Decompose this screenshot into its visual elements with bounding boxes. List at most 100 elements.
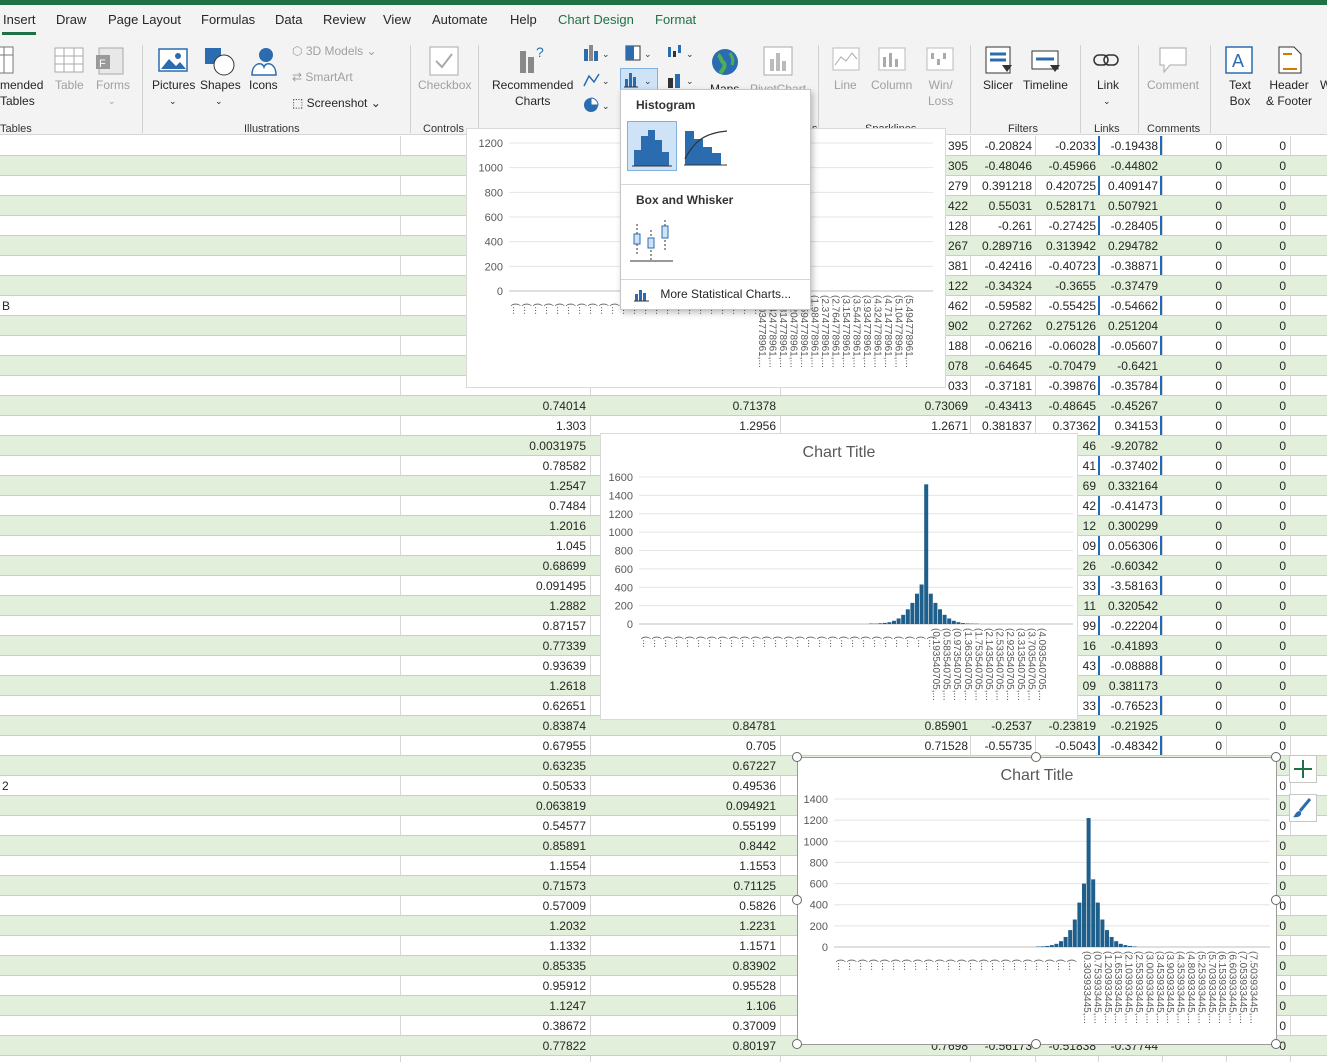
chart-2-title[interactable]: Chart Title [802,444,876,461]
cell[interactable]: 0.381173 [1108,679,1158,693]
cell[interactable]: 0 [1279,739,1286,753]
cell[interactable]: -0.55735 [984,739,1032,753]
cell[interactable]: 0.50533 [542,779,586,793]
cell[interactable]: 1.1571 [739,939,776,953]
cell[interactable]: -0.59582 [984,299,1032,313]
cell[interactable]: 1.2956 [739,419,776,433]
cell[interactable]: 09 [1082,679,1096,693]
timeline-button[interactable]: Timeline [1023,78,1068,92]
cell[interactable]: 0 [1215,499,1222,513]
cell[interactable]: 0 [1279,779,1286,793]
cell[interactable]: 69 [1082,479,1096,493]
cell[interactable]: -0.41893 [1110,639,1158,653]
cell[interactable]: 0.77339 [542,639,586,653]
cell[interactable]: 0.71125 [733,879,777,893]
cell[interactable]: 0 [1215,599,1222,613]
cell[interactable]: 0.063819 [535,799,586,813]
cell[interactable]: -0.37402 [1110,459,1158,473]
cell[interactable]: 0.8442 [739,839,776,853]
header-footer-button[interactable]: Header & Footer [1266,77,1312,109]
cell[interactable]: 42 [1082,499,1096,513]
cell[interactable]: -0.43413 [984,399,1032,413]
column-chart-icon[interactable]: ⌄ [582,43,612,68]
chart-styles-button[interactable] [1289,794,1317,822]
cell[interactable]: 0.705 [745,739,776,753]
cell[interactable]: 26 [1082,559,1096,573]
cell[interactable]: 1.1332 [549,939,586,953]
cell[interactable]: 0 [1279,879,1286,893]
histogram-chart-3[interactable]: Chart Title 1400 1200 1000 800 600 400 200 0 (..… [797,757,1277,1045]
box-whisker-option[interactable] [627,216,677,266]
slicer-button[interactable]: Slicer [983,78,1014,92]
line-chart-icon[interactable]: ⌄ [582,70,612,95]
cell[interactable]: 0.73069 [924,399,968,413]
cell[interactable]: 1.045 [555,539,586,553]
cell[interactable]: -0.54662 [1110,299,1158,313]
cell[interactable]: 0 [1279,679,1286,693]
cell[interactable]: 0.34153 [1114,419,1158,433]
cell[interactable]: 0 [1215,179,1222,193]
cell[interactable]: 1.303 [555,419,586,433]
cell[interactable]: 0.71573 [542,879,586,893]
cell[interactable]: 0 [1279,299,1286,313]
pareto-option[interactable] [681,121,731,171]
cell[interactable]: 0 [1215,539,1222,553]
cell[interactable]: 0 [1279,239,1286,253]
screenshot-button[interactable]: ⬚ Screenshot ⌄ [292,96,381,110]
cell[interactable]: 0 [1215,159,1222,173]
cell[interactable]: 16 [1082,639,1096,653]
cell[interactable]: 0 [1279,519,1286,533]
cell[interactable]: 0.507921 [1107,199,1158,213]
cell[interactable]: 0.409147 [1107,179,1158,193]
cell[interactable]: 0 [1279,359,1286,373]
resize-handle-right[interactable] [1271,895,1281,905]
cell[interactable]: 0.0031975 [529,439,586,453]
cell[interactable]: -0.40723 [1048,259,1096,273]
cell[interactable]: 1.2618 [549,679,586,693]
cell[interactable]: 122 [947,279,968,293]
cell[interactable]: 0.091495 [535,579,586,593]
cell[interactable]: 41 [1082,459,1096,473]
cell[interactable]: 0 [1279,499,1286,513]
cell[interactable]: 0 [1279,579,1286,593]
cell[interactable]: 0 [1279,179,1286,193]
cell[interactable]: 902 [947,319,968,333]
tab-automate[interactable]: Automate [432,12,488,27]
cell[interactable]: -0.05607 [1110,339,1158,353]
cell[interactable]: 0.77822 [542,1039,586,1053]
cell[interactable]: 0.37009 [732,1019,776,1033]
cell[interactable]: 11 [1083,599,1096,613]
cell[interactable]: -0.48046 [984,159,1032,173]
cell[interactable]: -3.58163 [1110,579,1158,593]
cell[interactable]: 1.2231 [739,919,776,933]
cell[interactable]: 0 [1279,379,1286,393]
icons-button[interactable]: Icons [249,78,278,92]
sparkline-column-button[interactable]: Column [871,78,913,92]
cell[interactable]: -0.06028 [1048,339,1096,353]
cell[interactable]: 1.2016 [549,519,586,533]
cell[interactable]: 0 [1215,699,1222,713]
smartart-button[interactable]: ⇄ SmartArt [292,69,353,85]
cell[interactable]: -0.08888 [1110,659,1158,673]
cell[interactable]: 0 [1279,819,1286,833]
cell[interactable]: 0.094921 [725,799,776,813]
resize-handle-left[interactable] [792,895,802,905]
cell[interactable]: 0 [1215,339,1222,353]
cell[interactable]: -0.60342 [1110,559,1158,573]
cell[interactable]: 0.74014 [542,399,586,413]
cell[interactable]: 0 [1215,419,1222,433]
pie-chart-icon[interactable]: ⌄ [582,95,612,120]
cell[interactable]: 0.251204 [1107,319,1158,333]
tab-formulas[interactable]: Formulas [201,12,256,27]
sparkline-winloss-button[interactable]: Win/ Loss [928,77,953,109]
cell[interactable]: 0.83902 [732,959,776,973]
cell[interactable]: 0 [1215,639,1222,653]
cell[interactable]: 0 [1215,439,1222,453]
tab-view[interactable]: View [383,12,411,27]
cell[interactable]: 33 [1082,579,1096,593]
cell[interactable]: -0.3655 [1055,279,1096,293]
cell[interactable]: 0 [1215,719,1222,733]
cell[interactable]: -0.2537 [991,719,1032,733]
cell[interactable]: -0.39876 [1048,379,1096,393]
cell[interactable]: 1.2671 [931,419,968,433]
